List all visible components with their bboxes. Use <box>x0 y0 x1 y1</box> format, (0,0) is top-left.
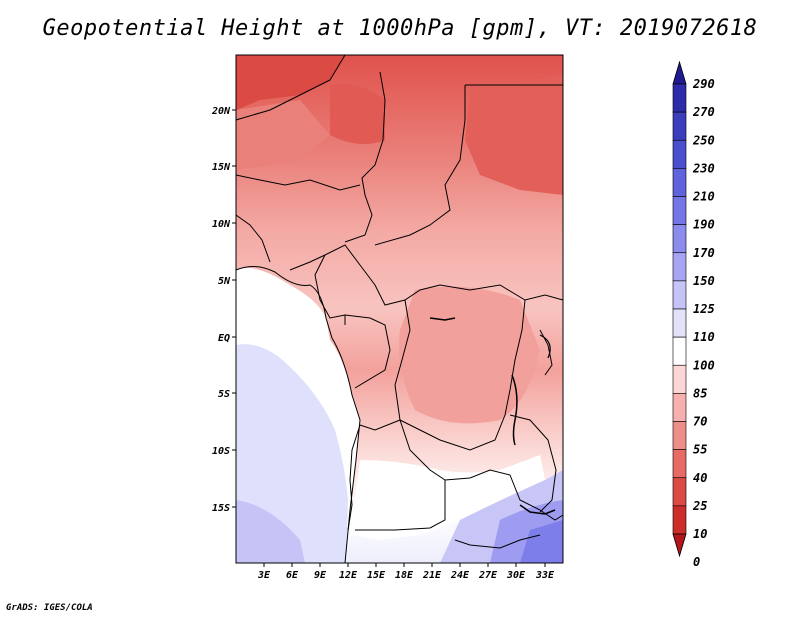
ocean-blue-deep <box>236 500 305 563</box>
lon-label: 3E <box>257 570 271 581</box>
colorbar-segment <box>672 168 687 197</box>
lat-label: EQ <box>218 333 230 344</box>
colorbar-segment <box>672 336 687 366</box>
colorbar-segment <box>672 393 687 422</box>
border-cameroon <box>314 254 346 325</box>
field-patch-ne <box>465 75 563 195</box>
lat-label: 20N <box>211 106 231 117</box>
ocean-blue-band <box>236 344 348 563</box>
colorbar-segment <box>672 505 687 535</box>
colorbar-segment <box>672 308 687 338</box>
colorbar-label: 0 <box>693 555 700 569</box>
lon-label: 6E <box>286 570 299 581</box>
central-patch <box>399 286 540 424</box>
colorbar-label: 250 <box>692 133 715 147</box>
latitude-axis: 20N 15N 10N 5N EQ 5S 10S 15S <box>211 106 236 514</box>
colorbar-label: 85 <box>693 386 707 400</box>
lon-label: 27E <box>478 570 498 581</box>
lat-label: 15S <box>212 503 230 514</box>
border-chad-sudan <box>374 85 466 246</box>
lat-label: 15N <box>212 162 231 173</box>
colorbar: 2902702502302101901701501251101008570554… <box>672 60 715 569</box>
lat-label: 5S <box>218 389 230 400</box>
colorbar-segment <box>672 196 687 225</box>
field-patch-nw <box>236 55 345 110</box>
lat-label: 5N <box>218 276 231 287</box>
colorbar-label: 270 <box>692 105 715 119</box>
colorbar-label: 170 <box>693 246 715 260</box>
colorbar-label: 100 <box>693 358 715 372</box>
border-drc-west <box>359 299 411 431</box>
colorbar-segment <box>672 449 687 479</box>
lon-label: 33E <box>535 570 555 581</box>
lon-label: 12E <box>339 570 358 581</box>
colorbar-label: 290 <box>692 77 715 91</box>
border-zambia-south <box>444 469 564 521</box>
colorbar-label: 150 <box>693 274 715 288</box>
border-angola-zambia <box>355 419 446 531</box>
lon-label: 15E <box>367 570 386 581</box>
lake-tanganyika <box>511 374 518 446</box>
colorbar-segment <box>672 252 687 282</box>
colorbar-segment <box>672 83 687 113</box>
border-algeria-mali <box>235 54 346 121</box>
colorbar-label: 10 <box>693 527 707 541</box>
colorbar-segment <box>672 280 687 310</box>
colorbar-label: 70 <box>693 415 707 429</box>
colorbar-label: 210 <box>692 190 715 204</box>
colorbar-segment <box>672 477 687 507</box>
lat-label: 10S <box>212 446 230 457</box>
border-drc-east <box>399 299 526 451</box>
lake-mai-ndombe <box>429 317 456 321</box>
chart-title: Geopotential Height at 1000hPa [gpm], VT… <box>42 16 758 41</box>
border-angola <box>347 424 361 531</box>
border-west <box>235 214 271 263</box>
lake-kariba <box>519 504 556 515</box>
se-purple-deep <box>520 520 563 563</box>
colorbar-segment <box>672 364 687 394</box>
border-tanzania <box>509 414 557 513</box>
lon-label: 21E <box>422 570 442 581</box>
colorbar-label: 125 <box>693 302 715 316</box>
map-panel <box>235 54 564 564</box>
border-zimbabwe <box>454 534 541 549</box>
lat-label: 10N <box>212 219 231 230</box>
colorbar-label: 190 <box>693 218 715 232</box>
grads-credit: GrADS: IGES/COLA <box>6 603 93 613</box>
border-sahel <box>235 174 361 191</box>
coastline <box>235 266 361 564</box>
border-congo <box>344 314 391 389</box>
longitude-axis: 3E 6E 9E 12E 15E 18E 21E 24E 27E 30E 33E <box>257 563 555 581</box>
border-niger-chad <box>344 71 386 243</box>
colorbar-label: 110 <box>693 330 715 344</box>
country-borders <box>235 54 564 549</box>
map-frame <box>235 54 564 564</box>
lon-label: 24E <box>450 570 470 581</box>
lon-label: 18E <box>395 570 414 581</box>
colorbar-segment <box>672 421 687 450</box>
south-interior-white <box>350 455 545 540</box>
colorbar-top-arrow <box>672 60 687 85</box>
colorbar-segment <box>672 139 687 169</box>
field-patch-n <box>330 84 385 144</box>
colorbar-label: 55 <box>693 443 707 457</box>
lon-label: 30E <box>506 570 526 581</box>
field-patch-w <box>236 100 330 170</box>
lon-label: 9E <box>314 570 327 581</box>
colorbar-segment <box>672 111 687 141</box>
lake-victoria <box>539 334 551 359</box>
colorbar-segment <box>672 224 687 254</box>
colorbar-label: 230 <box>692 161 715 175</box>
colorbar-bottom-arrow <box>672 533 687 558</box>
colorbar-label: 25 <box>692 499 707 513</box>
colorbar-label: 40 <box>693 471 707 485</box>
